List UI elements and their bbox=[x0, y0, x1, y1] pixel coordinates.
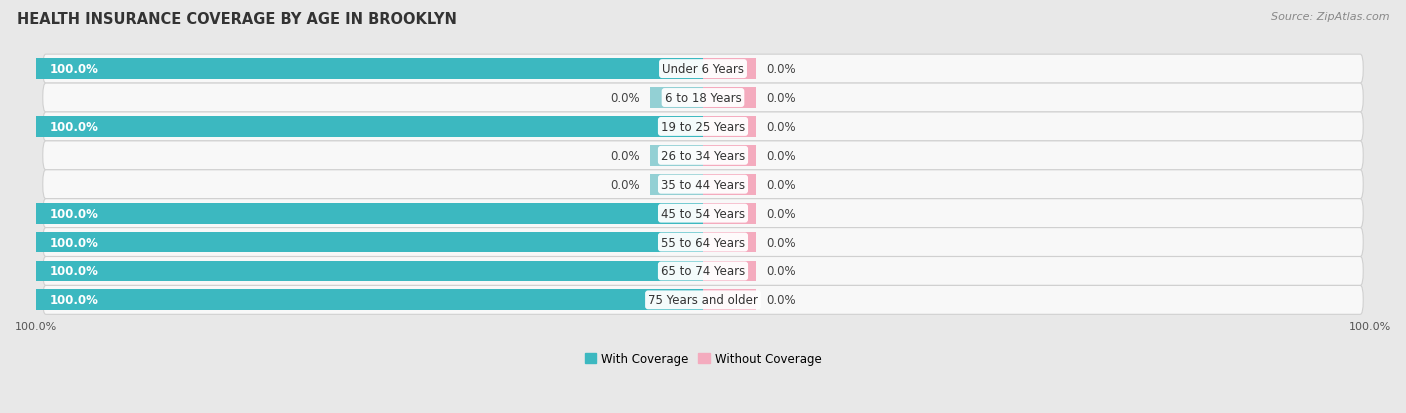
Text: 0.0%: 0.0% bbox=[766, 178, 796, 191]
Text: 35 to 44 Years: 35 to 44 Years bbox=[661, 178, 745, 191]
FancyBboxPatch shape bbox=[42, 286, 1364, 315]
Bar bbox=[703, 117, 756, 138]
Text: 75 Years and older: 75 Years and older bbox=[648, 294, 758, 306]
Bar bbox=[703, 88, 756, 109]
FancyBboxPatch shape bbox=[42, 84, 1364, 113]
Text: 0.0%: 0.0% bbox=[766, 207, 796, 220]
Bar bbox=[37, 232, 703, 253]
Bar bbox=[703, 290, 756, 311]
Bar bbox=[703, 145, 756, 166]
Bar bbox=[703, 174, 756, 195]
Legend: With Coverage, Without Coverage: With Coverage, Without Coverage bbox=[579, 347, 827, 370]
Bar bbox=[703, 232, 756, 253]
Bar bbox=[37, 203, 703, 224]
Text: 0.0%: 0.0% bbox=[766, 294, 796, 306]
Text: 100.0%: 100.0% bbox=[49, 294, 98, 306]
Text: 19 to 25 Years: 19 to 25 Years bbox=[661, 121, 745, 133]
Bar bbox=[703, 261, 756, 282]
Text: 0.0%: 0.0% bbox=[766, 92, 796, 105]
Bar bbox=[650, 174, 703, 195]
Text: 100.0%: 100.0% bbox=[49, 207, 98, 220]
FancyBboxPatch shape bbox=[42, 142, 1364, 171]
Text: 100.0%: 100.0% bbox=[49, 63, 98, 76]
Text: 55 to 64 Years: 55 to 64 Years bbox=[661, 236, 745, 249]
Text: 100.0%: 100.0% bbox=[49, 121, 98, 133]
FancyBboxPatch shape bbox=[42, 113, 1364, 142]
Text: 26 to 34 Years: 26 to 34 Years bbox=[661, 150, 745, 162]
Bar bbox=[650, 145, 703, 166]
Bar bbox=[650, 88, 703, 109]
Bar bbox=[703, 203, 756, 224]
Text: 0.0%: 0.0% bbox=[766, 265, 796, 278]
Text: 100.0%: 100.0% bbox=[49, 236, 98, 249]
Text: 0.0%: 0.0% bbox=[610, 178, 640, 191]
Text: 100.0%: 100.0% bbox=[49, 265, 98, 278]
FancyBboxPatch shape bbox=[42, 199, 1364, 228]
Bar bbox=[37, 59, 703, 80]
Text: 0.0%: 0.0% bbox=[610, 92, 640, 105]
Text: 0.0%: 0.0% bbox=[766, 63, 796, 76]
Text: 45 to 54 Years: 45 to 54 Years bbox=[661, 207, 745, 220]
Bar bbox=[37, 290, 703, 311]
Bar bbox=[37, 261, 703, 282]
FancyBboxPatch shape bbox=[42, 171, 1364, 199]
Text: HEALTH INSURANCE COVERAGE BY AGE IN BROOKLYN: HEALTH INSURANCE COVERAGE BY AGE IN BROO… bbox=[17, 12, 457, 27]
Text: 65 to 74 Years: 65 to 74 Years bbox=[661, 265, 745, 278]
Bar bbox=[37, 117, 703, 138]
FancyBboxPatch shape bbox=[42, 257, 1364, 286]
Text: 0.0%: 0.0% bbox=[766, 236, 796, 249]
Bar bbox=[703, 59, 756, 80]
Text: Source: ZipAtlas.com: Source: ZipAtlas.com bbox=[1271, 12, 1389, 22]
Text: Under 6 Years: Under 6 Years bbox=[662, 63, 744, 76]
Text: 0.0%: 0.0% bbox=[766, 121, 796, 133]
Text: 0.0%: 0.0% bbox=[766, 150, 796, 162]
Text: 6 to 18 Years: 6 to 18 Years bbox=[665, 92, 741, 105]
Text: 0.0%: 0.0% bbox=[610, 150, 640, 162]
FancyBboxPatch shape bbox=[42, 55, 1364, 84]
FancyBboxPatch shape bbox=[42, 228, 1364, 257]
